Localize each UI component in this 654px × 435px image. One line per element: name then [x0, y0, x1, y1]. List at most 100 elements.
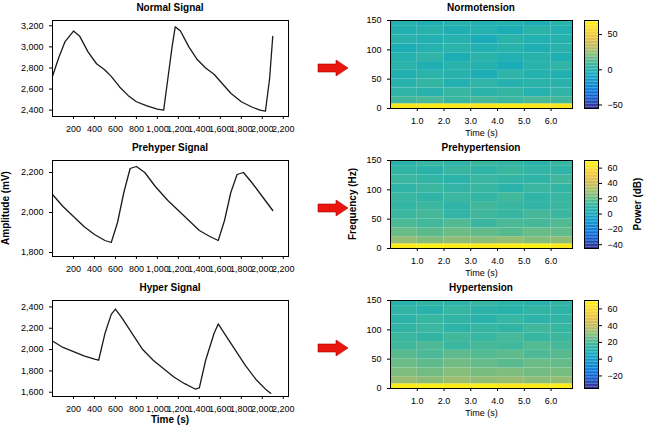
svg-text:200: 200: [66, 124, 81, 134]
svg-text:1,800: 1,800: [230, 264, 253, 274]
svg-text:1.0: 1.0: [411, 396, 424, 406]
svg-text:1,400: 1,400: [188, 404, 211, 414]
html-text:Normal Signal: Normal Signal: [136, 2, 204, 13]
svg-text:2.0: 2.0: [438, 116, 451, 126]
svg-text:1,600: 1,600: [209, 264, 232, 274]
svg-text:1,000: 1,000: [146, 404, 169, 414]
svg-text:50: 50: [608, 29, 618, 39]
svg-text:400: 400: [87, 404, 102, 414]
svg-text:3.0: 3.0: [465, 396, 478, 406]
svg-text:Time (s): Time (s): [465, 408, 498, 418]
svg-text:Power (dB): Power (dB): [632, 178, 643, 231]
svg-text:Amplitude (mV): Amplitude (mV): [0, 171, 11, 245]
svg-text:1,000: 1,000: [146, 124, 169, 134]
svg-text:100: 100: [366, 45, 381, 55]
svg-text:150: 150: [366, 156, 381, 165]
svg-text:40: 40: [608, 178, 618, 188]
svg-text:1,000: 1,000: [146, 264, 169, 274]
svg-text:150: 150: [366, 16, 381, 25]
svg-text:2.0: 2.0: [438, 256, 451, 266]
svg-text:40: 40: [608, 321, 618, 331]
svg-text:1,400: 1,400: [188, 264, 211, 274]
svg-text:1,800: 1,800: [230, 404, 253, 414]
svg-text:3,200: 3,200: [21, 21, 44, 31]
svg-text:2,400: 2,400: [21, 302, 44, 312]
svg-text:Time (s): Time (s): [465, 268, 498, 278]
svg-text:600: 600: [108, 264, 123, 274]
svg-text:1.0: 1.0: [411, 116, 424, 126]
svg-text:800: 800: [129, 264, 144, 274]
svg-text:400: 400: [87, 264, 102, 274]
svg-text:Time (s): Time (s): [465, 128, 498, 138]
svg-text:2,200: 2,200: [272, 264, 295, 274]
svg-text:1,800: 1,800: [21, 366, 44, 376]
svg-text:2,000: 2,000: [21, 344, 44, 354]
svg-text:6.0: 6.0: [545, 256, 558, 266]
html-text:Prehyper Signal: Prehyper Signal: [131, 142, 209, 153]
svg-text:1,600: 1,600: [209, 404, 232, 414]
svg-text:2,200: 2,200: [272, 404, 295, 414]
svg-text:2,800: 2,800: [21, 63, 44, 73]
svg-text:2,000: 2,000: [21, 207, 44, 217]
svg-text:3.0: 3.0: [465, 256, 478, 266]
svg-text:200: 200: [66, 404, 81, 414]
svg-text:4.0: 4.0: [491, 116, 504, 126]
svg-text:2,200: 2,200: [272, 124, 295, 134]
svg-text:60: 60: [608, 163, 618, 173]
svg-text:800: 800: [129, 124, 144, 134]
svg-text:5.0: 5.0: [518, 396, 531, 406]
svg-text:100: 100: [366, 325, 381, 335]
svg-text:0: 0: [608, 354, 613, 364]
svg-text:20: 20: [608, 194, 618, 204]
svg-text:0: 0: [376, 383, 381, 393]
svg-text:2,000: 2,000: [251, 404, 274, 414]
svg-text:1,600: 1,600: [209, 124, 232, 134]
svg-text:200: 200: [66, 264, 81, 274]
svg-text:Frequency (Hz): Frequency (Hz): [347, 168, 358, 240]
svg-text:2,200: 2,200: [21, 167, 44, 177]
svg-text:0: 0: [376, 243, 381, 253]
svg-text:0: 0: [608, 65, 613, 75]
svg-text:2,000: 2,000: [251, 264, 274, 274]
svg-text:1,200: 1,200: [167, 264, 190, 274]
html-text:Time (s): Time (s): [150, 414, 190, 425]
svg-text:800: 800: [129, 404, 144, 414]
svg-text:5.0: 5.0: [518, 256, 531, 266]
html-text:Hyper Signal: Hyper Signal: [139, 282, 201, 293]
svg-text:2,200: 2,200: [21, 323, 44, 333]
svg-text:2,400: 2,400: [21, 105, 44, 115]
svg-text:0: 0: [608, 209, 613, 219]
svg-text:1,400: 1,400: [188, 124, 211, 134]
svg-text:150: 150: [366, 296, 381, 305]
svg-text:1,600: 1,600: [21, 387, 44, 397]
svg-text:0: 0: [376, 103, 381, 113]
svg-text:5.0: 5.0: [518, 116, 531, 126]
svg-text:−50: −50: [608, 100, 623, 110]
svg-text:400: 400: [87, 124, 102, 134]
svg-text:1,800: 1,800: [230, 124, 253, 134]
svg-text:−20: −20: [608, 224, 623, 234]
svg-text:600: 600: [108, 404, 123, 414]
svg-text:20: 20: [608, 337, 618, 347]
svg-text:50: 50: [371, 74, 381, 84]
svg-text:2.0: 2.0: [438, 396, 451, 406]
svg-text:2,600: 2,600: [21, 84, 44, 94]
svg-text:50: 50: [371, 354, 381, 364]
svg-text:4.0: 4.0: [491, 256, 504, 266]
svg-text:50: 50: [371, 214, 381, 224]
svg-text:100: 100: [366, 185, 381, 195]
svg-text:1.0: 1.0: [411, 256, 424, 266]
svg-text:2,000: 2,000: [251, 124, 274, 134]
svg-text:3,000: 3,000: [21, 42, 44, 52]
svg-text:−40: −40: [608, 240, 623, 250]
svg-text:6.0: 6.0: [545, 396, 558, 406]
svg-text:60: 60: [608, 304, 618, 314]
svg-text:3.0: 3.0: [465, 116, 478, 126]
svg-text:1,200: 1,200: [167, 124, 190, 134]
svg-text:1,800: 1,800: [21, 247, 44, 257]
svg-text:6.0: 6.0: [545, 116, 558, 126]
svg-text:4.0: 4.0: [491, 396, 504, 406]
svg-text:−20: −20: [608, 371, 623, 381]
svg-text:600: 600: [108, 124, 123, 134]
svg-text:1,200: 1,200: [167, 404, 190, 414]
